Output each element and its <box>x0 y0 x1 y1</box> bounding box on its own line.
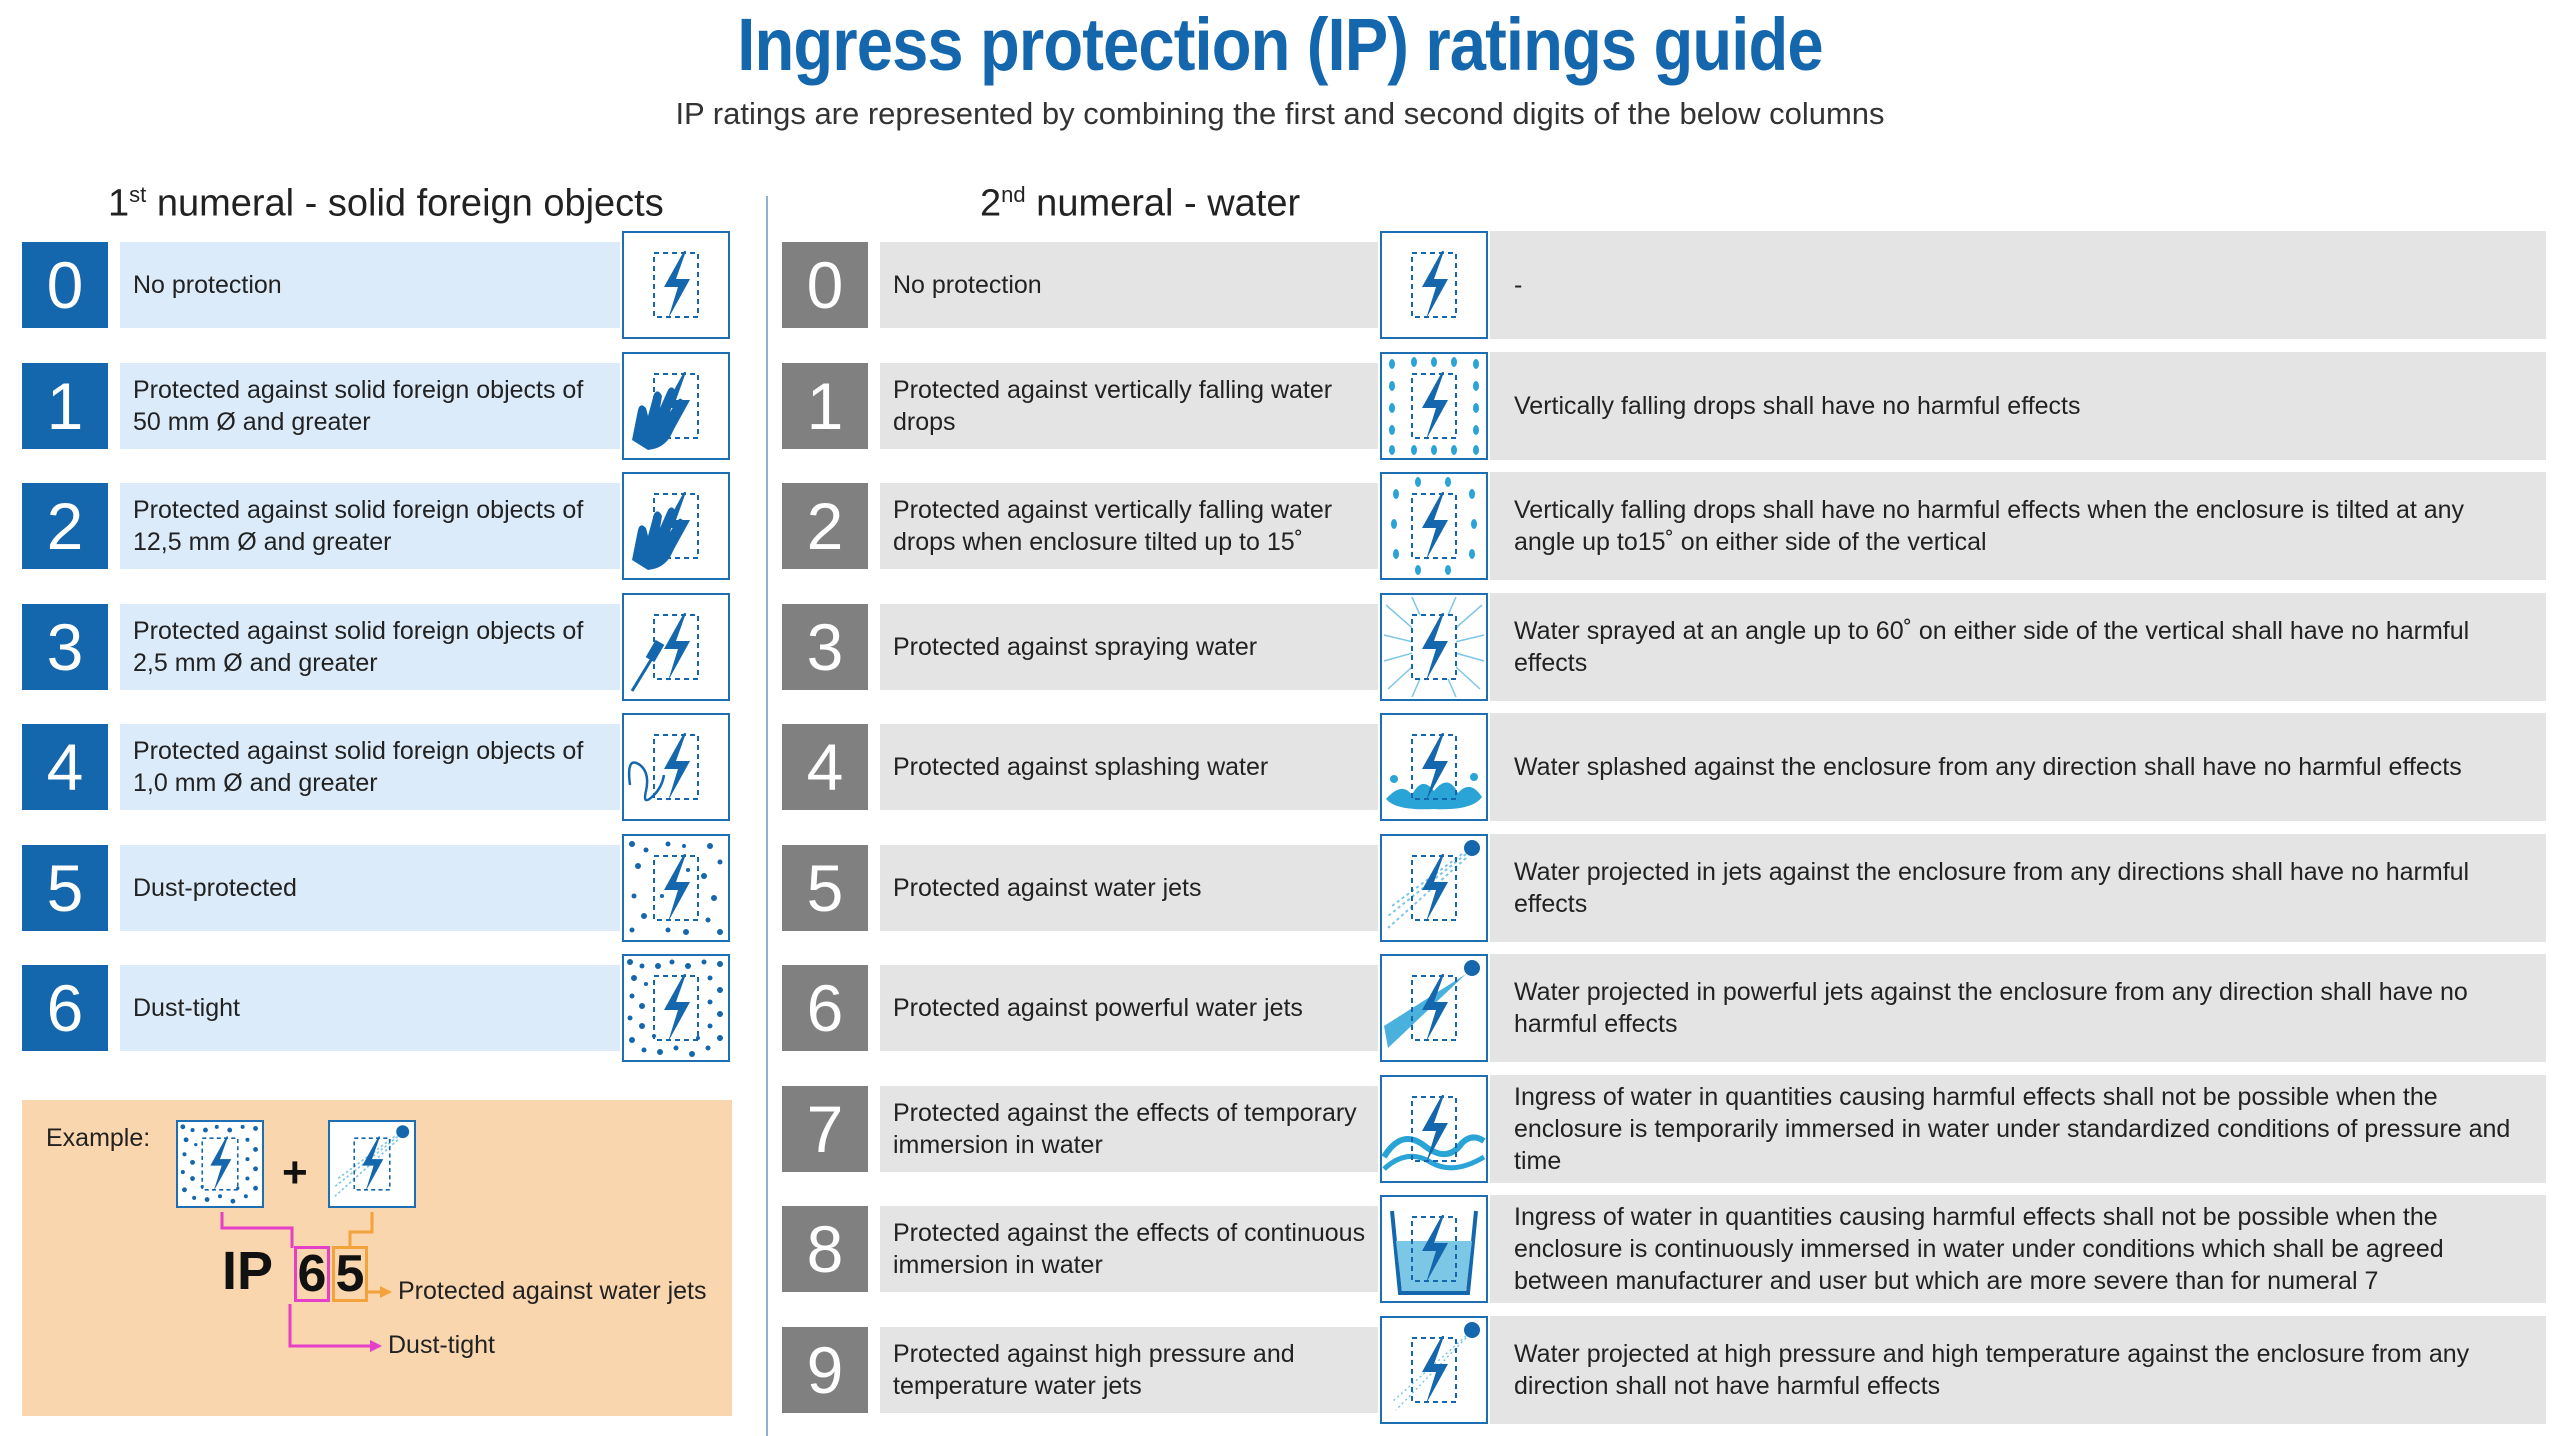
second-numeral-8: 8 <box>782 1206 868 1292</box>
example-label: Example: <box>46 1124 151 1152</box>
dust-tight-icon <box>622 954 730 1062</box>
finger-icon <box>622 472 730 580</box>
first-numeral-0: 0 <box>22 242 108 328</box>
second-digit: 5 <box>332 1245 368 1303</box>
second-numeral-description: Protected against the effects of continu… <box>880 1206 1378 1292</box>
ip-prefix: IP <box>222 1241 274 1301</box>
second-numeral-description: Protected against vertically falling wat… <box>880 483 1378 569</box>
first-numeral-description: Dust-tight <box>120 965 620 1051</box>
second-numeral-description: Protected against the effects of tempora… <box>880 1086 1378 1172</box>
second-numeral-0: 0 <box>782 242 868 328</box>
spraying-water-icon <box>1380 593 1488 701</box>
first-numeral-description: Protected against solid foreign objects … <box>120 483 620 569</box>
page-subtitle: IP ratings are represented by combining … <box>675 96 1885 131</box>
first-numeral-5: 5 <box>22 845 108 931</box>
second-numeral-effect: Water sprayed at an angle up to 60˚ on e… <box>1490 593 2546 701</box>
second-numeral-description: Protected against high pressure and temp… <box>880 1327 1378 1413</box>
example-panel: Example: + IP 6 5 Protected against wate… <box>22 1100 732 1416</box>
first-digit: 6 <box>294 1245 330 1303</box>
plus-sign: + <box>282 1148 308 1197</box>
no-protection-icon <box>622 231 730 339</box>
second-numeral-5: 5 <box>782 845 868 931</box>
second-numeral-effect: Ingress of water in quantities causing h… <box>1490 1075 2546 1183</box>
second-numeral-description: No protection <box>880 242 1378 328</box>
first-digit-meaning: Dust-tight <box>388 1331 495 1359</box>
second-numeral-heading: 2nd numeral - water <box>980 182 1301 225</box>
wire-icon <box>622 713 730 821</box>
high-pressure-jets-icon <box>1380 1316 1488 1424</box>
continuous-immersion-icon <box>1380 1195 1488 1303</box>
second-numeral-3: 3 <box>782 604 868 690</box>
second-numeral-effect: Ingress of water in quantities causing h… <box>1490 1195 2546 1303</box>
second-numeral-effect: Vertically falling drops shall have no h… <box>1490 472 2546 580</box>
example-connector-lines <box>220 1212 392 1352</box>
first-numeral-description: No protection <box>120 242 620 328</box>
powerful-jets-icon <box>1380 954 1488 1062</box>
dust-protected-icon <box>622 834 730 942</box>
first-numeral-description: Protected against solid foreign objects … <box>120 604 620 690</box>
second-numeral-1: 1 <box>782 363 868 449</box>
first-numeral-2: 2 <box>22 483 108 569</box>
second-numeral-effect: - <box>1490 231 2546 339</box>
tilted-drops-icon <box>1380 472 1488 580</box>
second-numeral-effect: Water projected in jets against the encl… <box>1490 834 2546 942</box>
second-numeral-effect: Water splashed against the enclosure fro… <box>1490 713 2546 821</box>
second-numeral-description: Protected against splashing water <box>880 724 1378 810</box>
second-numeral-4: 4 <box>782 724 868 810</box>
second-digit-meaning: Protected against water jets <box>398 1277 707 1305</box>
vertical-drops-icon <box>1380 352 1488 460</box>
second-numeral-6: 6 <box>782 965 868 1051</box>
first-numeral-4: 4 <box>22 724 108 810</box>
column-divider <box>766 196 768 1436</box>
second-numeral-description: Protected against spraying water <box>880 604 1378 690</box>
water-jets-icon <box>1380 834 1488 942</box>
second-numeral-description: Protected against powerful water jets <box>880 965 1378 1051</box>
no-protection-water-icon <box>1380 231 1488 339</box>
second-numeral-7: 7 <box>782 1086 868 1172</box>
splashing-water-icon <box>1380 713 1488 821</box>
dust-tight-icon <box>176 1120 264 1208</box>
first-numeral-heading: 1st numeral - solid foreign objects <box>108 182 664 225</box>
second-numeral-effect: Water projected at high pressure and hig… <box>1490 1316 2546 1424</box>
first-numeral-description: Dust-protected <box>120 845 620 931</box>
second-numeral-effect: Vertically falling drops shall have no h… <box>1490 352 2546 460</box>
second-numeral-description: Protected against water jets <box>880 845 1378 931</box>
water-jet-icon <box>328 1120 416 1208</box>
second-numeral-description: Protected against vertically falling wat… <box>880 363 1378 449</box>
hand-icon <box>622 352 730 460</box>
page-title: Ingress protection (IP) ratings guide <box>737 3 1823 86</box>
tool-icon <box>622 593 730 701</box>
second-numeral-9: 9 <box>782 1327 868 1413</box>
second-numeral-2: 2 <box>782 483 868 569</box>
first-numeral-description: Protected against solid foreign objects … <box>120 363 620 449</box>
first-numeral-1: 1 <box>22 363 108 449</box>
temporary-immersion-icon <box>1380 1075 1488 1183</box>
second-numeral-effect: Water projected in powerful jets against… <box>1490 954 2546 1062</box>
first-numeral-6: 6 <box>22 965 108 1051</box>
first-numeral-3: 3 <box>22 604 108 690</box>
first-numeral-description: Protected against solid foreign objects … <box>120 724 620 810</box>
